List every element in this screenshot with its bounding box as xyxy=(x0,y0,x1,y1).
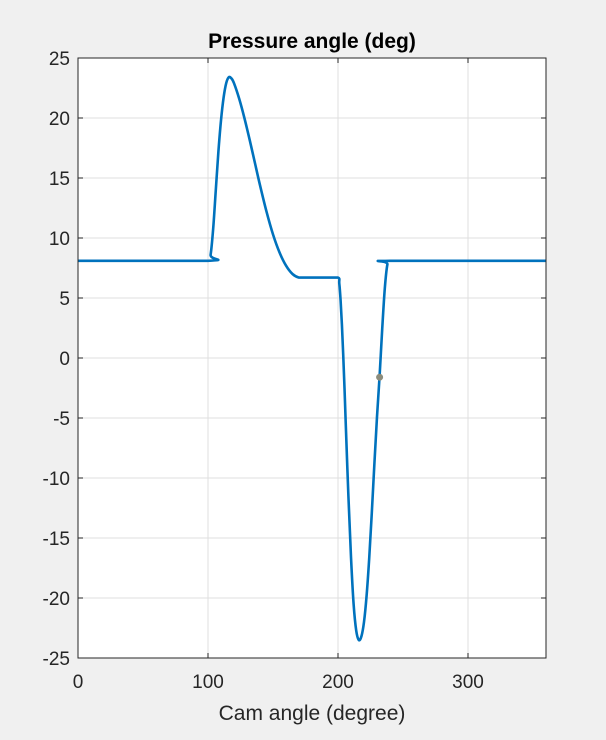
y-tick-label: 25 xyxy=(49,49,70,70)
x-tick-label: 100 xyxy=(192,672,224,693)
y-tick-label: 10 xyxy=(49,229,70,250)
y-tick-label: -25 xyxy=(43,649,70,670)
y-tick-label: -10 xyxy=(43,469,70,490)
series-line xyxy=(78,75,546,642)
x-tick-label: 300 xyxy=(452,672,484,693)
y-tick-label: -15 xyxy=(43,529,70,550)
data-marker[interactable] xyxy=(376,373,384,381)
y-tick-label: 15 xyxy=(49,169,70,190)
x-tick-label: 0 xyxy=(73,672,84,693)
y-tick-labels: 25 20 15 10 5 0 -5 -10 -15 -20 -25 xyxy=(43,49,70,670)
tick-marks xyxy=(77,57,546,659)
y-tick-label: -20 xyxy=(43,589,70,610)
chart-title: Pressure angle (deg) xyxy=(208,30,416,53)
x-tick-label: 200 xyxy=(322,672,354,693)
x-axis-label: Cam angle (degree) xyxy=(219,702,406,725)
grid xyxy=(78,58,546,658)
x-tick-labels: 0 100 200 300 xyxy=(73,672,484,693)
y-tick-label: -5 xyxy=(53,409,70,430)
y-tick-label: 0 xyxy=(59,349,70,370)
y-tick-label: 20 xyxy=(49,109,70,130)
y-tick-label: 5 xyxy=(59,289,70,310)
